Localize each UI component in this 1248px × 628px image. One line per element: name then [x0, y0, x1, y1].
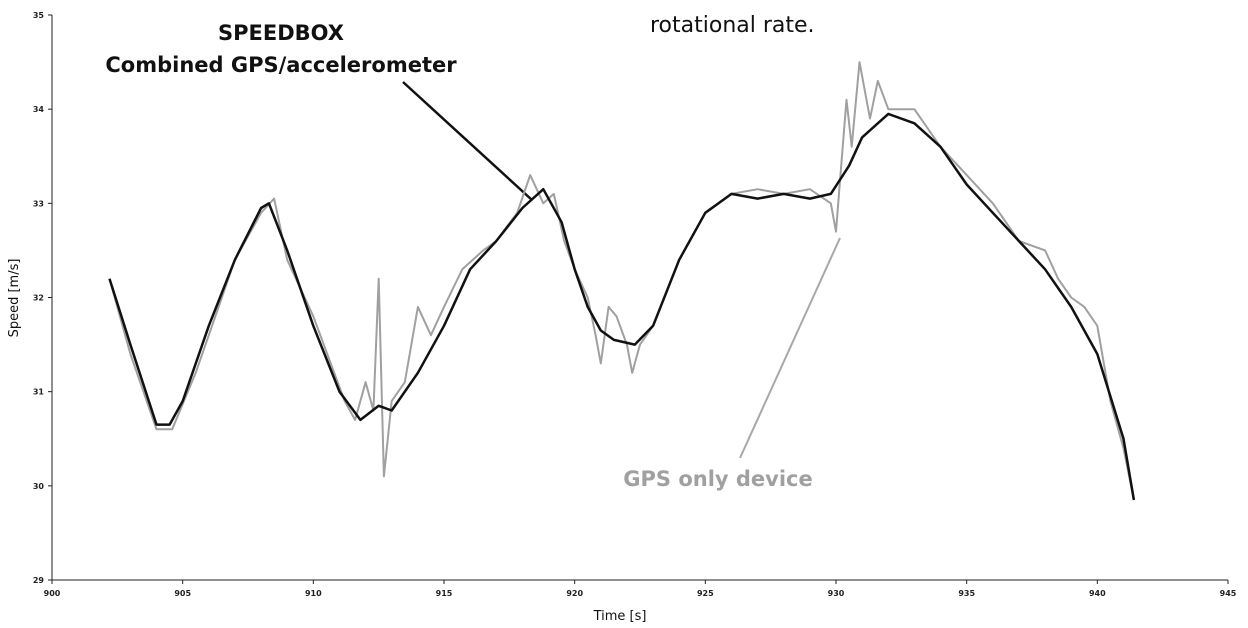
series-line	[108, 112, 1136, 501]
annotation: SPEEDBOX	[218, 21, 344, 45]
x-tick-label: 930	[828, 589, 845, 598]
y-tick-label: 31	[33, 388, 45, 397]
x-tick-label: 925	[697, 589, 714, 598]
y-tick-label: 34	[33, 105, 45, 114]
x-tick-label: 945	[1220, 589, 1237, 598]
x-tick-label: 920	[566, 589, 583, 598]
x-tick-label: 905	[174, 589, 191, 598]
leader-line	[739, 237, 841, 459]
x-tick-label: 915	[436, 589, 453, 598]
annotation: Combined GPS/accelerometer	[105, 53, 457, 77]
y-tick-label: 30	[33, 482, 45, 491]
x-tick-label: 900	[44, 589, 61, 598]
series-line	[108, 61, 1135, 501]
y-tick-label: 35	[33, 11, 45, 20]
y-tick-label: 29	[33, 576, 45, 585]
y-tick-label: 32	[33, 294, 44, 303]
x-tick-label: 940	[1089, 589, 1106, 598]
x-axis-label: Time [s]	[593, 609, 647, 624]
annotation: rotational rate.	[650, 13, 815, 38]
x-tick-label: 935	[958, 589, 975, 598]
y-axis-label: Speed [m/s]	[7, 259, 22, 338]
y-tick-label: 33	[33, 199, 44, 208]
annotation: GPS only device	[623, 467, 813, 491]
leader-line	[402, 81, 533, 201]
x-tick-label: 910	[305, 589, 322, 598]
